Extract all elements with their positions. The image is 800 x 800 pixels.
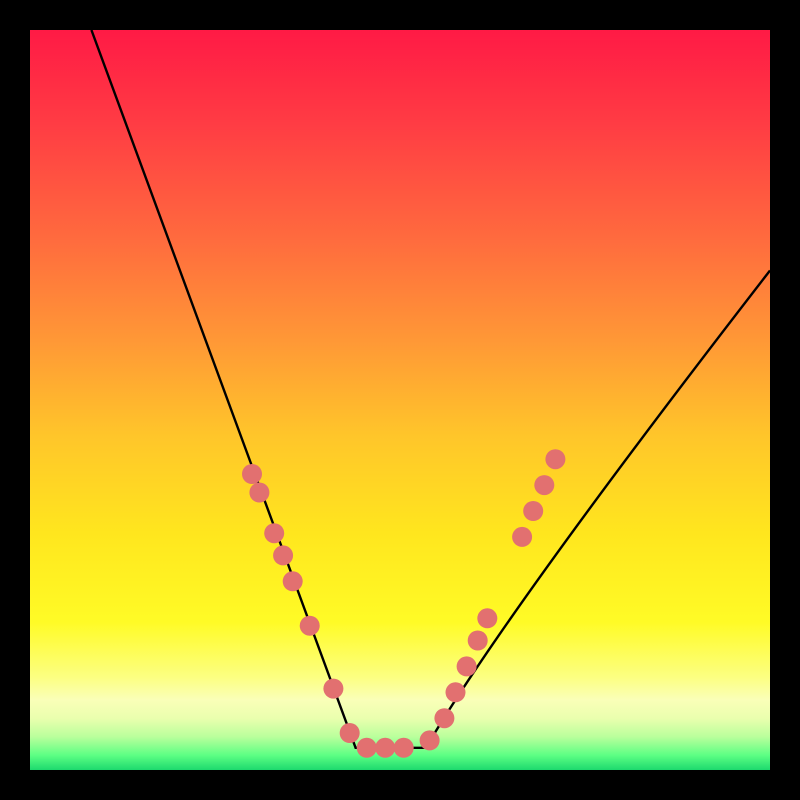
scatter-point — [434, 708, 454, 728]
scatter-point — [523, 501, 543, 521]
scatter-point — [273, 545, 293, 565]
scatter-point — [420, 730, 440, 750]
scatter-point — [283, 571, 303, 591]
scatter-point — [468, 631, 488, 651]
chart-svg — [0, 0, 800, 800]
scatter-point — [357, 738, 377, 758]
scatter-point — [534, 475, 554, 495]
chart-container: TheBottleneck.com — [0, 0, 800, 800]
scatter-point — [394, 738, 414, 758]
scatter-point — [477, 608, 497, 628]
scatter-point — [264, 523, 284, 543]
plot-area — [30, 30, 770, 770]
scatter-point — [249, 483, 269, 503]
scatter-point — [242, 464, 262, 484]
scatter-point — [323, 679, 343, 699]
scatter-point — [375, 738, 395, 758]
scatter-point — [512, 527, 532, 547]
scatter-point — [545, 449, 565, 469]
scatter-point — [300, 616, 320, 636]
scatter-point — [340, 723, 360, 743]
scatter-point — [446, 682, 466, 702]
scatter-point — [457, 656, 477, 676]
plot-background — [30, 30, 770, 770]
